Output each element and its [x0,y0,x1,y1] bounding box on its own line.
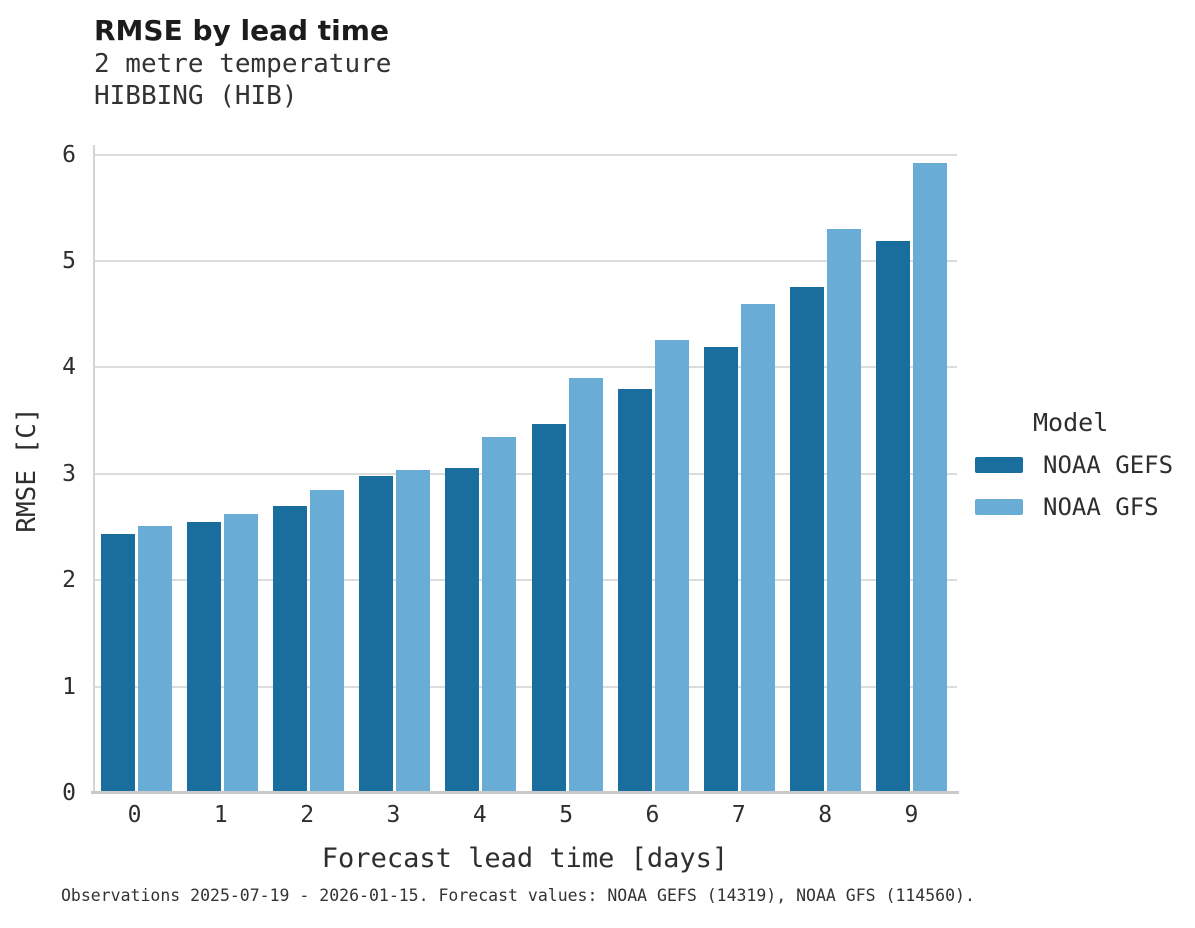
bar-noaa-gfs-day-5 [568,378,603,793]
bar-noaa-gefs-day-7 [703,347,738,793]
gridline-4 [95,366,957,369]
bar-noaa-gfs-day-4 [482,436,517,793]
gridline-2 [95,579,957,582]
y-tick-label-6: 6 [62,141,76,168]
legend-item-noaa-gefs: NOAA GEFS [975,451,1190,479]
bar-noaa-gefs-day-3 [359,475,394,793]
chart-title: RMSE by lead time [94,14,389,47]
bar-group-day-0 [101,525,172,793]
legend-label: NOAA GEFS [1043,451,1174,479]
x-tick-label-0: 0 [127,802,142,828]
x-tick-label-8: 8 [818,802,833,828]
bar-noaa-gfs-day-8 [826,229,861,793]
bar-group-day-9 [875,163,947,793]
legend-swatch-noaa-gfs [975,499,1023,515]
y-tick-label-0: 0 [62,780,76,806]
bar-noaa-gfs-day-7 [740,303,775,793]
bar-groups [95,145,957,793]
x-tick-label-5: 5 [559,802,574,828]
y-tick-label-1: 1 [62,673,76,700]
bar-group-day-2 [273,489,345,793]
gridline-5 [95,259,957,262]
bar-noaa-gfs-day-2 [310,489,345,793]
bar-group-day-6 [617,339,689,793]
bar-noaa-gefs-day-8 [789,286,824,793]
legend-swatch-noaa-gefs [975,457,1023,473]
gridline-1 [95,685,957,688]
gridline-6 [95,153,957,156]
x-tick-label-7: 7 [731,802,746,828]
bar-noaa-gefs-day-2 [273,505,308,793]
x-tick-label-6: 6 [645,802,660,828]
chart-header: RMSE by lead time 2 metre temperature HI… [94,14,391,112]
chart-subtitle-variable: 2 metre temperature [94,49,392,79]
y-tick-label-5: 5 [62,247,76,274]
bar-noaa-gefs-day-1 [187,521,222,793]
bar-group-day-5 [531,378,603,793]
bar-noaa-gefs-day-6 [617,388,652,793]
bar-noaa-gfs-day-3 [396,469,431,793]
x-tick-label-1: 1 [213,802,228,828]
bar-noaa-gfs-day-0 [138,525,172,793]
legend-label: NOAA GFS [1043,493,1159,521]
gridline-3 [95,472,957,475]
bar-noaa-gefs-day-5 [531,423,566,793]
x-axis-line [91,791,959,794]
x-tick-label-2: 2 [300,802,315,828]
y-tick-label-2: 2 [62,567,76,594]
y-tick-label-3: 3 [62,460,76,487]
bar-group-day-7 [703,303,775,793]
x-tick-label-4: 4 [472,802,487,828]
legend: Model NOAA GEFS NOAA GFS [975,408,1190,521]
bar-noaa-gfs-day-9 [912,163,947,793]
bar-noaa-gfs-day-6 [654,339,689,793]
x-axis-title: Forecast lead time [days] [321,843,729,874]
x-tick-label-9: 9 [904,802,919,828]
legend-title: Model [1033,408,1109,437]
y-tick-label-4: 4 [62,354,76,381]
footer-caption: Observations 2025-07-19 - 2026-01-15. Fo… [61,886,975,905]
bar-noaa-gfs-day-1 [224,514,259,793]
legend-item-noaa-gfs: NOAA GFS [975,493,1190,521]
x-tick-label-3: 3 [386,802,401,828]
legend-items: NOAA GEFS NOAA GFS [975,451,1190,521]
bar-group-day-3 [359,469,431,793]
bar-group-day-8 [789,229,861,793]
bar-group-day-1 [187,514,259,793]
y-axis-ticks: 0 1 2 3 4 5 6 [28,142,76,806]
bar-noaa-gefs-day-9 [875,240,910,793]
bar-noaa-gefs-day-4 [445,468,480,793]
bar-noaa-gefs-day-0 [101,534,135,793]
bar-group-day-4 [445,436,517,793]
x-axis-ticks: 0 1 2 3 4 5 6 7 8 9 [93,802,957,828]
chart-subtitle-station: HIBBING (HIB) [94,81,298,111]
plot-area [93,145,957,793]
